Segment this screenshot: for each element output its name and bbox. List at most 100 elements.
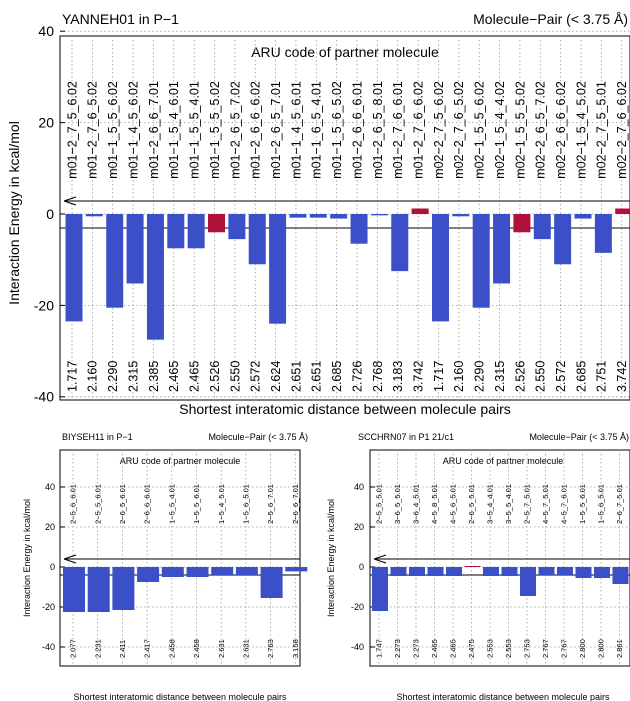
bar (538, 567, 555, 575)
corner-left-label: BIYSEH11 in P−1 (62, 432, 133, 442)
distance-label: 2.800 (597, 639, 606, 658)
distance-label: 2.290 (106, 361, 120, 392)
distance-label: 2.550 (534, 361, 548, 392)
distance-label: 2.465 (430, 639, 439, 658)
aru-code-label: m01−1_5_5_6.02 (106, 81, 120, 179)
aru-code-label: 4−5_7_6.01 (560, 484, 569, 524)
corner-right-label: Molecule−Pair (< 3.75 Å) (529, 432, 629, 442)
aru-code-label: 2−5_6_7.01 (266, 484, 275, 524)
bar (85, 214, 103, 217)
bar (574, 214, 592, 219)
x-axis-label: Shortest interatomic distance between mo… (396, 692, 610, 701)
distance-label: 2.572 (249, 361, 263, 392)
y-tick-label: 20 (354, 522, 364, 532)
aru-code-label: m02−2_7_5_5.01 (595, 81, 609, 179)
aru-code-label: 2−6_6_7.01 (291, 484, 300, 524)
aru-code-label: m01−1_6_5_4.01 (310, 81, 324, 179)
aru-code-label: 2−6_6_6.01 (143, 484, 152, 524)
distance-label: 2.553 (504, 639, 513, 658)
aru-code-label: 3−6_4_5.01 (412, 484, 421, 524)
distance-label: 2.417 (143, 639, 152, 658)
distance-label: 1.717 (65, 361, 79, 392)
bar (235, 567, 258, 575)
y-tick-label: 40 (38, 23, 54, 39)
aru-code-label: m01−1_5_4_6.01 (167, 81, 181, 179)
bar (63, 567, 85, 612)
chart-yanneh01: YANNEH01 in P−1 Molecule−Pair (< 3.75 Å)… (6, 11, 630, 417)
aru-code-label: 2−5_5_6.01 (93, 484, 102, 524)
bar (289, 214, 307, 218)
aru-code-label: 1−5_6_5.01 (242, 484, 251, 524)
plot-frame (59, 449, 301, 667)
distance-label: 2.273 (393, 639, 402, 658)
aru-code-label: 1−5_4_5.01 (217, 484, 226, 524)
aru-code-label: 2−5_7_5.01 (523, 484, 532, 524)
aru-code-label: 3−5_4_4.01 (486, 484, 495, 524)
y-tick-label: 20 (38, 115, 54, 131)
bar (87, 567, 110, 612)
bar (472, 214, 490, 308)
reference-arrowhead (373, 554, 387, 564)
corner-left-label: SCCHRN07 in P1 21/c1 (358, 432, 454, 442)
plot-frame (59, 35, 630, 401)
aru-code-label: 2−6_7_5.01 (615, 484, 624, 524)
top-axis-label: ARU code of partner molecule (443, 456, 564, 466)
aru-code-label: m01−1_4_5_6.02 (126, 81, 140, 179)
distance-label: 2.685 (330, 361, 344, 392)
bar (554, 214, 572, 265)
bar (501, 567, 518, 576)
distance-label: 2.231 (93, 639, 102, 658)
distance-label: 2.315 (493, 361, 507, 392)
bar (557, 567, 573, 575)
distance-label: 2.465 (188, 361, 202, 392)
distance-label: 1.717 (432, 361, 446, 392)
aru-code-label: 2−6_5_5.01 (467, 484, 476, 524)
distance-label: 2.385 (147, 361, 161, 392)
aru-code-label: 4−5_8_5.01 (430, 484, 439, 524)
aru-code-label: m01−2_6_6_6.01 (350, 81, 364, 179)
bar (513, 214, 531, 233)
reference-arrowhead (63, 196, 77, 206)
bar (372, 567, 388, 611)
distance-label: 2.160 (86, 361, 100, 392)
aru-code-label: m02−2_7_5_6.02 (432, 81, 446, 179)
distance-label: 2.631 (242, 639, 251, 658)
y-tick-label: 40 (354, 482, 364, 492)
bar (211, 567, 234, 575)
distance-label: 2.726 (350, 361, 364, 392)
distance-label: 2.651 (310, 361, 324, 392)
bar (186, 567, 209, 577)
bar (146, 214, 164, 340)
aru-code-label: m01−1_5_6_5.02 (330, 81, 344, 179)
distance-label: 2.550 (228, 361, 242, 392)
bar (520, 567, 536, 596)
y-axis-label: Interaction Energy in kcal/mol (22, 499, 32, 617)
y-axis-label: Interaction Energy in kcal/mol (326, 499, 336, 617)
distance-label: 3.183 (391, 361, 405, 392)
y-tick-label: -20 (42, 602, 55, 612)
aru-code-label: 2−5_6_6.01 (69, 484, 78, 524)
bar (137, 567, 160, 582)
aru-code-label: m01−2_6_6_6.02 (249, 81, 263, 179)
distance-label: 2.763 (266, 639, 275, 658)
bar (464, 566, 481, 567)
distance-label: 2.572 (554, 361, 568, 392)
bar (350, 214, 368, 244)
aru-code-label: m01−2_6_5_8.01 (371, 81, 385, 179)
aru-code-label: m01−2_7_6_5.02 (86, 81, 100, 179)
distance-label: 2.458 (192, 639, 201, 658)
bar (126, 214, 144, 284)
bar (112, 567, 135, 610)
aru-code-label: m01−2_7_6_6.02 (411, 81, 425, 179)
distance-label: 2.767 (541, 639, 550, 658)
y-tick-label: 20 (45, 522, 55, 532)
distance-label: 2.526 (208, 361, 222, 392)
bar (285, 567, 308, 572)
distance-label: 2.685 (574, 361, 588, 392)
aru-code-label: m01−1_4_5_6.01 (289, 81, 303, 179)
distance-label: 2.458 (167, 639, 176, 658)
aru-code-label: m01−2_6_5_7.01 (269, 81, 283, 179)
distance-label: 2.465 (449, 639, 458, 658)
x-axis-label: Shortest interatomic distance between mo… (179, 401, 511, 417)
bar (391, 214, 409, 272)
